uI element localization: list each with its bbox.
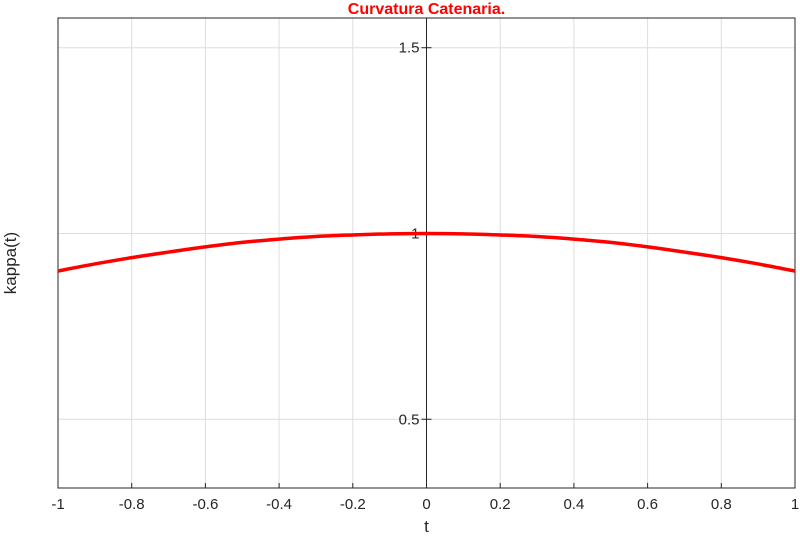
- y-tick-label: 0.5: [399, 411, 420, 428]
- x-tick-label: 0.4: [563, 496, 584, 513]
- x-tick-label: 0: [422, 496, 430, 513]
- x-tick-label: -0.2: [340, 496, 366, 513]
- chart-title: Curvatura Catenaria.: [348, 1, 505, 18]
- x-tick-label: -0.8: [119, 496, 145, 513]
- x-axis-label: t: [424, 517, 429, 536]
- series-line-0: [57, 231, 796, 273]
- y-axis-label: kappa(t): [1, 232, 20, 294]
- x-tick-label: 0.8: [711, 496, 732, 513]
- x-tick-label: 0.6: [637, 496, 658, 513]
- y-tick-label: 1.5: [399, 40, 420, 57]
- x-tick-label: -1: [51, 496, 64, 513]
- x-tick-label: 1: [791, 496, 799, 513]
- x-axis-ticks: -1 -0.8 -0.6 -0.4 -0.2 0 0.2 0.4 0.6 0.8 1: [51, 483, 799, 513]
- series-group: [57, 231, 796, 273]
- x-tick-label: 0.2: [490, 496, 511, 513]
- y-axis-ticks: 0.511.5: [399, 40, 432, 428]
- x-tick-label: -0.4: [266, 496, 292, 513]
- x-tick-label: -0.6: [192, 496, 218, 513]
